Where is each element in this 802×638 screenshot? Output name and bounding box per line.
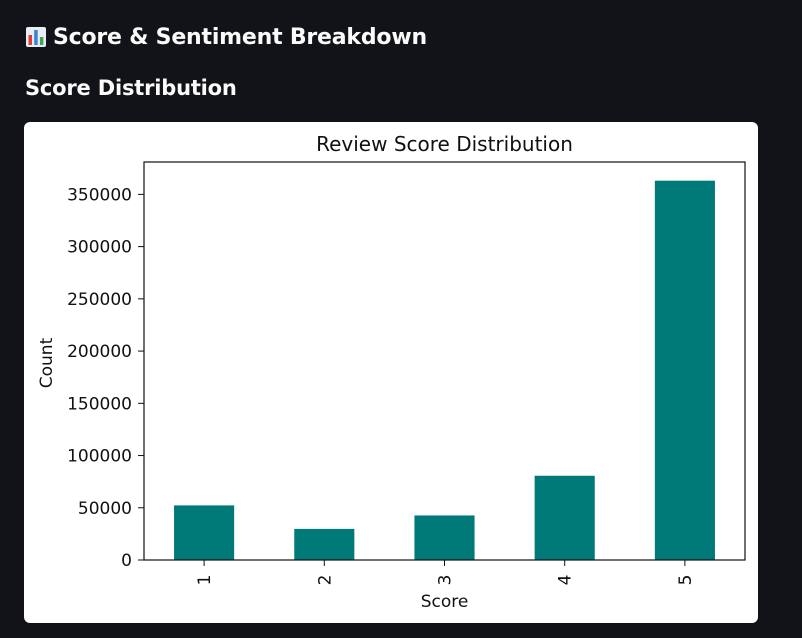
bar-1 [174, 505, 235, 560]
bar-2 [294, 528, 355, 560]
bar-5 [654, 180, 715, 560]
x-tick-label: 3 [436, 575, 456, 586]
x-axis-label: Score [421, 592, 469, 612]
x-tick-label: 5 [676, 575, 696, 586]
page-header: Score & Sentiment Breakdown [25, 20, 427, 54]
y-tick-label: 200000 [67, 342, 132, 362]
y-tick-label: 350000 [67, 185, 132, 205]
x-tick-label: 4 [556, 575, 576, 586]
y-tick-label: 0 [121, 551, 132, 571]
bar-chart-icon [26, 27, 46, 47]
bar-4 [534, 475, 595, 560]
y-tick-label: 250000 [67, 290, 132, 310]
y-axis-label: Count [37, 337, 57, 388]
section-title: Score Distribution [25, 76, 237, 100]
chart-card: Review Score Distribution 0 50000 100000 150… [24, 122, 758, 623]
chart-title: Review Score Distribution [316, 132, 573, 156]
y-tick-label: 50000 [78, 499, 132, 519]
y-tick-label: 300000 [67, 238, 132, 258]
y-tick-label: 150000 [67, 394, 132, 414]
y-tick-label: 100000 [67, 447, 132, 467]
bar-3 [414, 515, 475, 560]
x-tick-label: 1 [195, 575, 215, 586]
x-tick-label: 2 [315, 575, 335, 586]
page-title: Score & Sentiment Breakdown [53, 24, 427, 50]
score-distribution-chart: Review Score Distribution 0 50000 100000 150… [37, 132, 746, 612]
